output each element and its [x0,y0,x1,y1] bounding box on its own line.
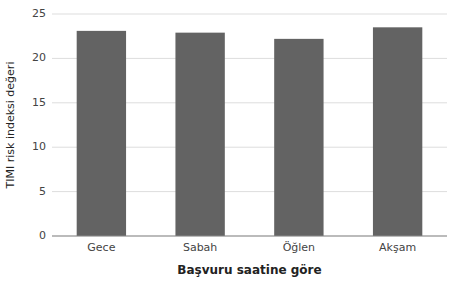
y-ticks: 0 5 10 15 20 25 [32,7,46,242]
y-tick-label: 0 [39,229,46,242]
chart-container: 0 5 10 15 20 25 Gece Sabah Öğlen Akşam Başvuru saa… [0,0,459,282]
chart-svg: 0 5 10 15 20 25 Gece Sabah Öğlen Akşam Başvuru saa… [0,0,459,282]
grid-line [52,14,447,15]
y-tick-label: 15 [32,96,46,109]
bar [77,31,126,236]
x-axis-label: Başvuru saatine göre [177,263,321,277]
grid [52,14,447,236]
x-tick-label: Sabah [183,241,217,254]
x-tick-label: Akşam [379,241,416,254]
x-axis-line [52,236,447,237]
y-tick-label: 10 [32,140,46,153]
bars [77,27,423,236]
x-tick-label: Gece [87,241,115,254]
y-tick-label: 5 [39,185,46,198]
x-tick-label: Öğlen [283,241,315,254]
x-ticks: Gece Sabah Öğlen Akşam [87,241,416,254]
y-axis-label: TIMI risk indeksi değeri [4,62,17,190]
bar [274,39,323,236]
bar [175,33,224,236]
grid-line [52,236,447,237]
bar [373,27,422,236]
y-tick-label: 25 [32,7,46,20]
y-tick-label: 20 [32,51,46,64]
